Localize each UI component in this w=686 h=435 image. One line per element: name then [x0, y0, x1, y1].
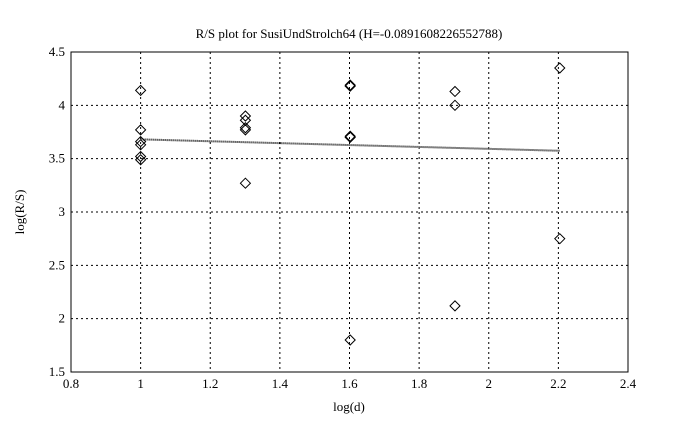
- data-point: [344, 131, 356, 144]
- data-point: [449, 300, 461, 312]
- x-tick-label: 1.8: [411, 376, 427, 391]
- data-point: [134, 150, 147, 163]
- grid: [71, 52, 628, 372]
- y-tick-label: 3.5: [49, 151, 65, 166]
- data-point: [239, 122, 252, 134]
- y-axis-label: log(R/S): [12, 190, 27, 235]
- x-tick-label: 1.4: [272, 376, 289, 391]
- data-point: [239, 114, 252, 126]
- y-tick-label: 3: [59, 204, 66, 219]
- data-point: [449, 85, 461, 98]
- data-point: [134, 124, 147, 136]
- y-tick-label: 2.5: [49, 257, 65, 272]
- x-tick-label: 2.2: [550, 376, 566, 391]
- data-point: [554, 232, 566, 245]
- x-tick-label: 2: [486, 376, 493, 391]
- data-point: [134, 139, 147, 151]
- data-points: [134, 62, 566, 346]
- data-point: [134, 154, 147, 166]
- data-point: [134, 135, 147, 148]
- ticks: 0.8 1 1.2 1.4 1.6 1.8 2 2.2 2.4 1.5 2 2.5 3 3.5 4 4.5: [49, 44, 637, 391]
- y-tick-label: 4: [59, 97, 66, 112]
- data-point: [239, 124, 252, 136]
- data-point: [134, 84, 147, 97]
- data-point: [344, 130, 356, 142]
- data-point: [239, 177, 252, 189]
- x-tick-label: 2.4: [620, 376, 637, 391]
- plot-frame: [70, 51, 629, 373]
- x-tick-label: 1.2: [202, 376, 218, 391]
- y-tick-label: 2: [59, 311, 66, 326]
- y-tick-label: 4.5: [49, 44, 65, 59]
- data-point: [449, 99, 461, 112]
- x-tick-label: 1.6: [341, 376, 358, 391]
- chart-title: R/S plot for SusiUndStrolch64 (H=-0.0891…: [196, 26, 503, 41]
- data-point: [239, 110, 252, 122]
- data-point: [344, 334, 356, 346]
- y-tick-label: 1.5: [49, 364, 65, 379]
- data-point: [344, 79, 356, 91]
- x-tick-label: 1: [137, 376, 144, 391]
- data-point: [554, 62, 566, 74]
- data-point: [344, 80, 356, 92]
- x-tick-label: 0.8: [63, 376, 79, 391]
- x-axis-label: log(d): [333, 399, 365, 414]
